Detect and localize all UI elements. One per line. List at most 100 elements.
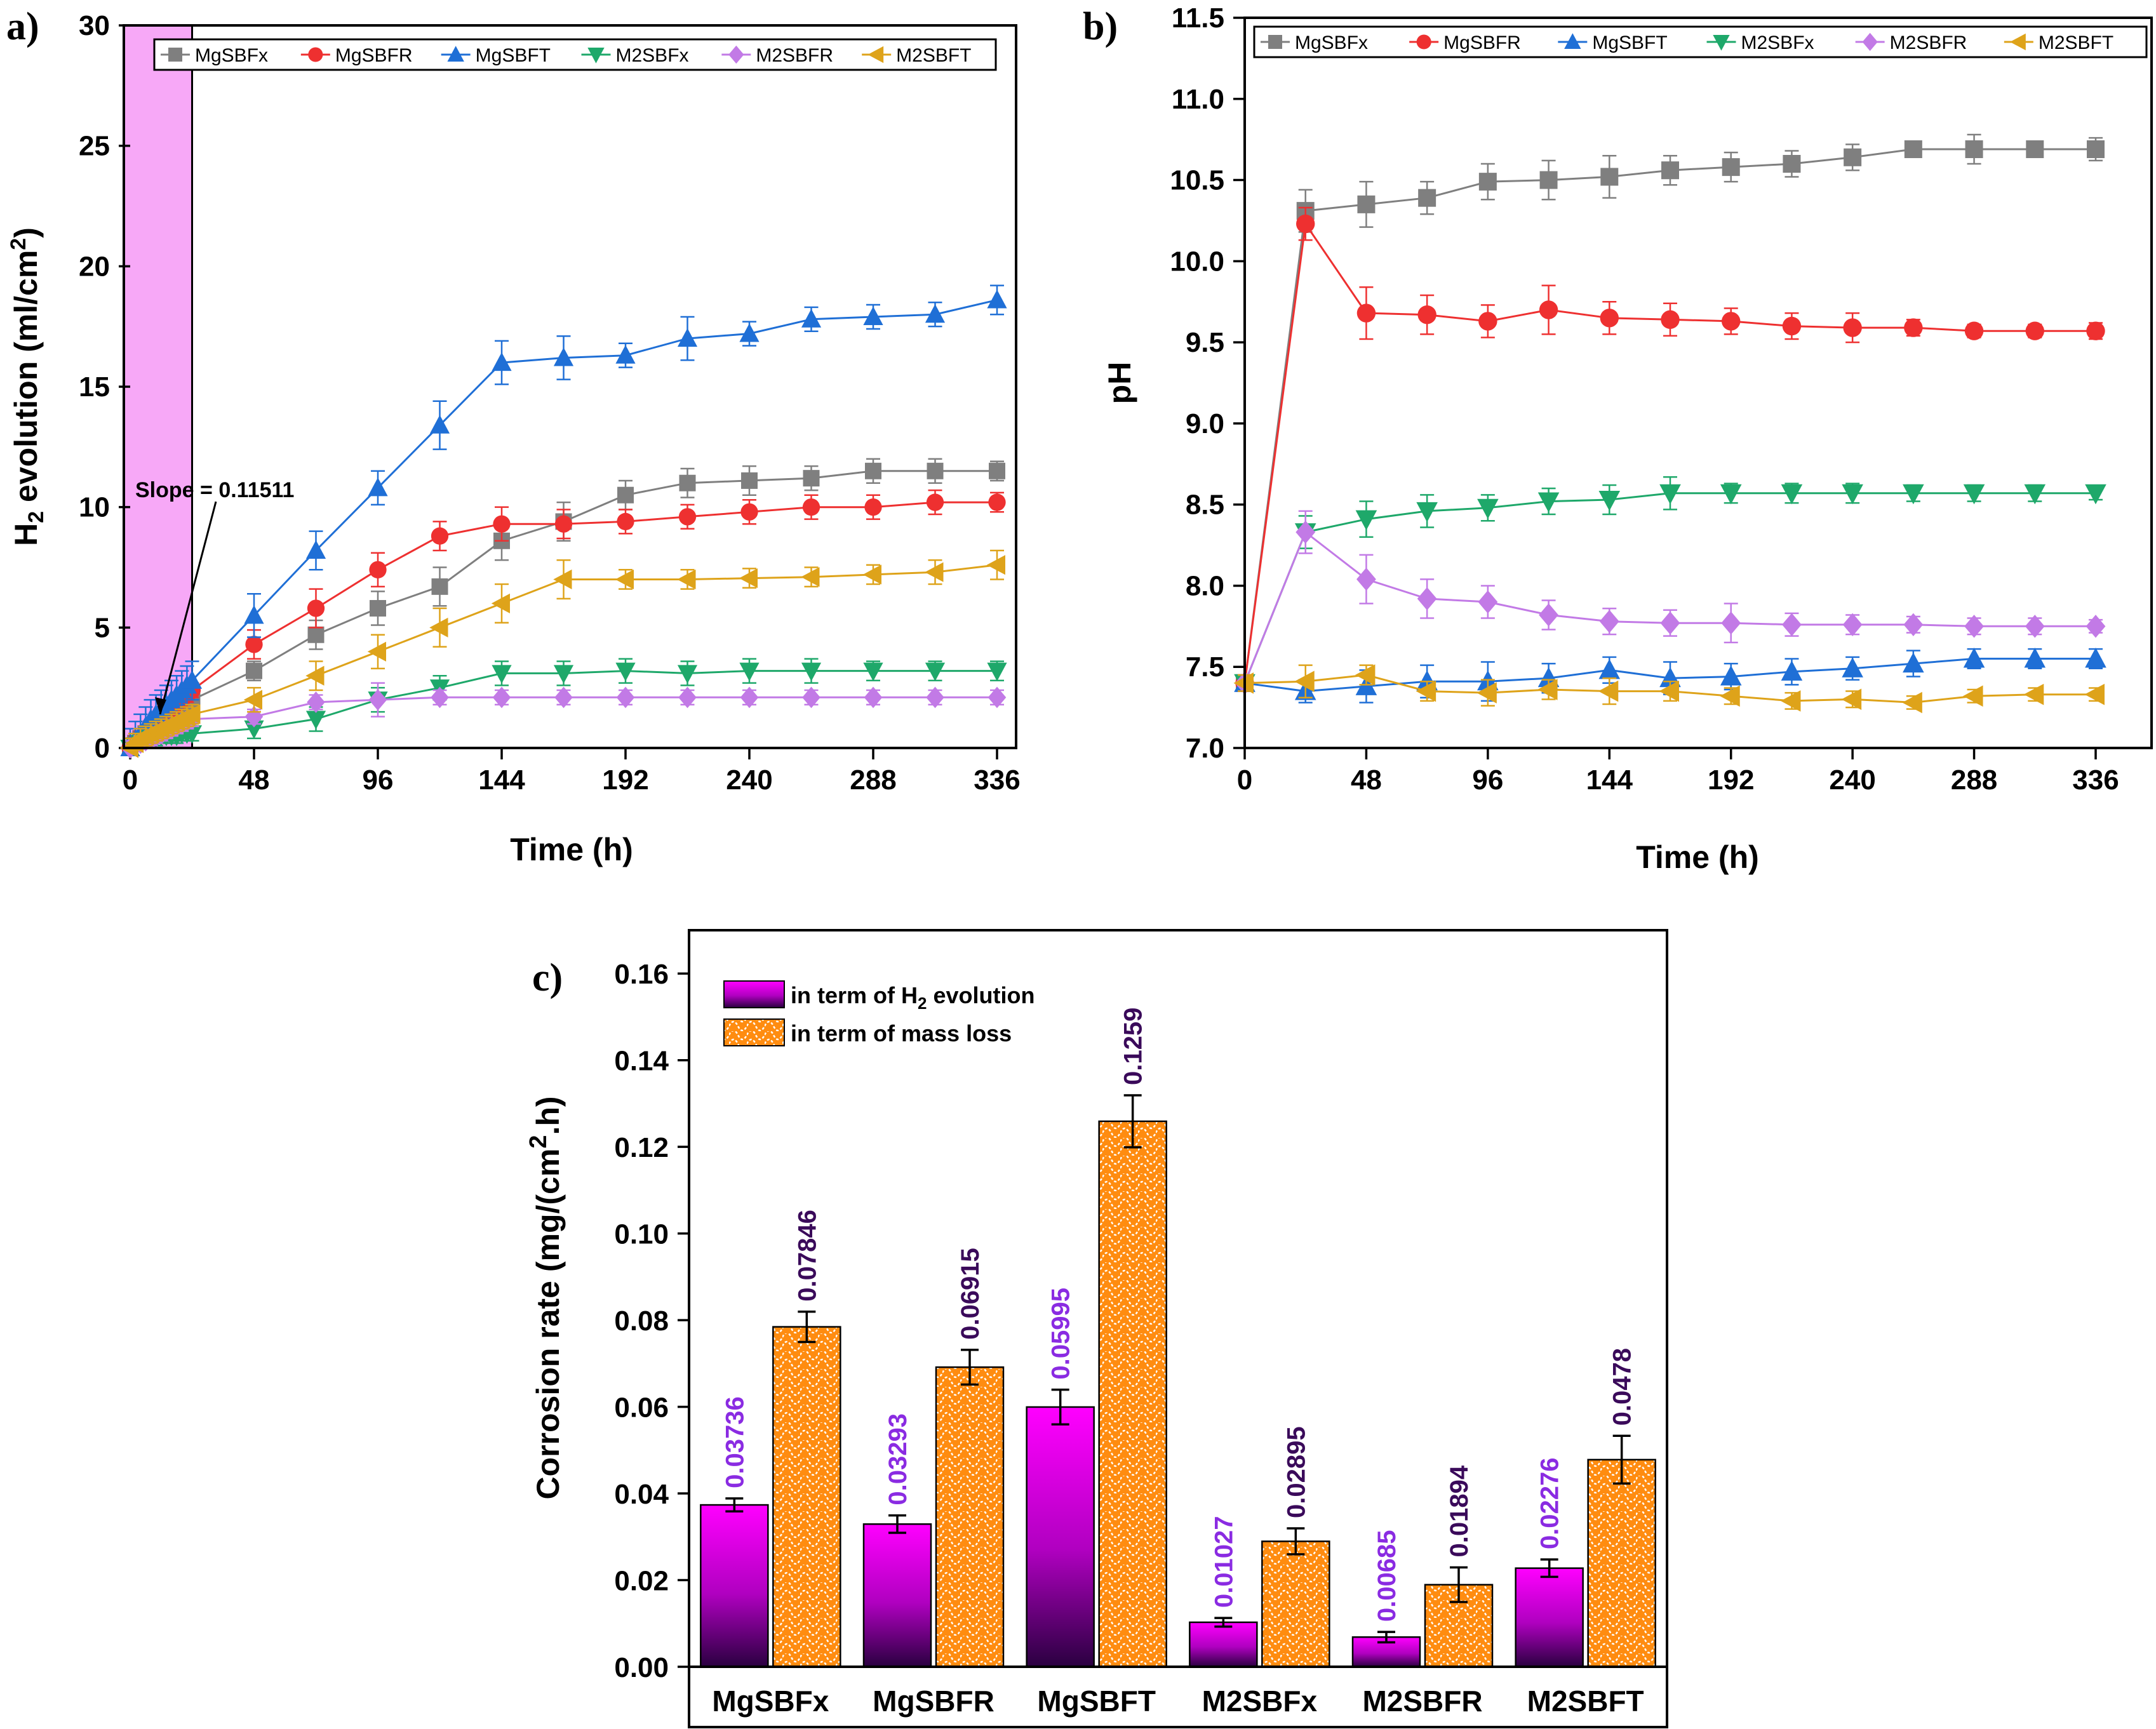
bar-value-label: 0.1259: [1120, 1008, 1148, 1085]
data-point-MgSBFR: [369, 561, 387, 578]
data-point-M2SBFT: [925, 562, 944, 582]
panel-a-ticks: 0 48 96 144 192 240 288 336 0 5 10 15 20 25 30: [79, 10, 1021, 796]
x-tick-label: 48: [1351, 764, 1382, 796]
data-point-M2SBFT: [305, 665, 325, 686]
data-point-M2SBFR: [740, 686, 759, 709]
bar-value-label: 0.05995: [1047, 1288, 1075, 1380]
data-point-M2SBFR: [616, 686, 635, 709]
data-point-M2SBFT: [1355, 664, 1376, 686]
data-point-MgSBFR: [1478, 312, 1497, 331]
panel-a-highlight-layer: [124, 25, 193, 748]
legend-marker-M2SBFx: [1713, 35, 1730, 51]
data-point-M2SBFx: [1903, 484, 1924, 505]
data-point-MgSBFR: [245, 636, 263, 653]
data-point-MgSBFx: [1418, 189, 1436, 207]
y-tick-label: 0.10: [614, 1219, 669, 1250]
bar-value-label: 0.00685: [1373, 1530, 1401, 1622]
data-point-MgSBFT: [244, 605, 264, 624]
data-point-M2SBFx: [987, 662, 1007, 681]
bar-value-label: 0.07846: [793, 1210, 821, 1302]
data-point-MgSBFR: [1964, 321, 1984, 340]
panel-c-corrosion-rate: 0.00 0.02 0.04 0.06 0.08 0.10 0.12 0.14 0.16 MgS…: [525, 929, 1668, 1728]
data-point-MgSBFT: [677, 328, 698, 347]
data-point-MgSBFR: [926, 493, 944, 511]
data-point-MgSBFR: [1722, 312, 1741, 331]
data-point-MgSBFx: [989, 462, 1005, 479]
data-point-M2SBFx: [2024, 484, 2046, 505]
y-tick-label: 0.12: [614, 1132, 669, 1163]
panel-a-legend: MgSBFx MgSBFR MgSBFT M2SBFx M2SBFR M2SBFT: [153, 38, 997, 71]
data-point-MgSBFT: [553, 347, 574, 366]
legend-marker-MgSBFR: [308, 47, 323, 62]
data-point-MgSBFT: [739, 323, 760, 342]
legend-swatch-mass-loss: [723, 1018, 785, 1046]
y-tick-label: 0.14: [614, 1046, 669, 1077]
y-tick-label: 30: [79, 10, 110, 41]
data-point-M2SBFx: [615, 662, 636, 681]
y-tick-label: 10: [79, 492, 110, 523]
panel-b-frame: [1243, 17, 2153, 749]
panel-a-h2-evolution: 0 48 96 144 192 240 288 336 0 5 10 15 20 25 30 a) Time…: [6, 5, 1021, 867]
data-point-MgSBFR: [864, 498, 882, 516]
data-point-MgSBFx: [865, 462, 881, 479]
data-point-MgSBFx: [1357, 195, 1376, 213]
y-tick-label: 25: [79, 131, 110, 162]
data-point-M2SBFR: [2025, 615, 2045, 638]
data-point-MgSBFx: [1965, 140, 1983, 158]
data-point-MgSBFT: [368, 477, 388, 497]
data-point-MgSBFR: [740, 503, 758, 521]
y-tick-label: 11.5: [1172, 3, 1224, 34]
x-tick-label: 0: [123, 764, 138, 796]
y-tick-label: 10.5: [1170, 165, 1224, 196]
legend-marker-MgSBFT: [447, 46, 464, 62]
panel-a-letter: a): [6, 5, 39, 48]
legend-marker-MgSBFR: [1416, 34, 1431, 50]
data-point-MgSBFx: [431, 578, 448, 595]
data-point-M2SBFR: [802, 686, 820, 709]
panel-a-annotation-arrow: [159, 501, 217, 715]
panel-a-ylabel-main: H: [8, 523, 44, 546]
data-point-MgSBFR: [1661, 310, 1680, 330]
data-point-M2SBFT: [1598, 680, 1619, 702]
legend-marker-M2SBFx: [587, 48, 605, 63]
legend-h2-prefix: in term of H: [791, 982, 918, 1008]
panel-b-legend: MgSBFx MgSBFR MgSBFT M2SBFx M2SBFR M2SBFT: [1253, 25, 2148, 58]
data-point-M2SBFT: [1416, 680, 1436, 702]
data-point-MgSBFx: [803, 470, 820, 487]
bar-value-label: 0.01894: [1445, 1465, 1473, 1557]
data-point-MgSBFR: [1843, 318, 1862, 337]
data-point-MgSBFR: [431, 527, 449, 545]
data-point-M2SBFR: [1660, 611, 1680, 635]
y-tick-label: 9.5: [1186, 327, 1224, 358]
data-point-MgSBFR: [2025, 321, 2044, 340]
x-tick-label: 0: [1237, 764, 1252, 796]
data-point-M2SBFR: [244, 705, 264, 728]
data-point-M2SBFT: [986, 555, 1005, 575]
bar-value-label: 0.02895: [1282, 1426, 1310, 1518]
data-point-M2SBFx: [677, 665, 698, 684]
data-point-M2SBFT: [553, 569, 572, 590]
category-label-MgSBFR: MgSBFR: [873, 1685, 994, 1718]
data-point-M2SBFT: [367, 641, 386, 662]
bar-h2-MgSBFT: [1026, 1406, 1095, 1668]
x-tick-label: 336: [974, 764, 1020, 796]
data-point-M2SBFT: [1963, 685, 1983, 707]
legend-label-MgSBFT: MgSBFT: [476, 45, 551, 66]
data-point-MgSBFx: [1600, 168, 1619, 186]
series-line-M2SBFx: [1243, 492, 2096, 684]
legend-marker-M2SBFT: [867, 46, 884, 63]
data-point-M2SBFx: [1963, 484, 1985, 505]
data-point-MgSBFx: [1904, 140, 1922, 158]
data-point-MgSBFT: [1842, 657, 1863, 678]
data-point-MgSBFT: [615, 345, 636, 364]
data-point-MgSBFx: [1783, 155, 1801, 173]
data-point-M2SBFR: [1539, 603, 1558, 627]
initial-period-highlight: [124, 25, 192, 748]
legend-label-M2SBFT: M2SBFT: [2039, 32, 2113, 53]
data-point-M2SBFT: [1537, 679, 1558, 700]
y-tick-label: 0.16: [614, 959, 669, 990]
bar-value-label: 0.01027: [1210, 1516, 1238, 1608]
panel-b-ticks: 0 48 96 144 192 240 288 336 7.0 7.5 8.0 8.5 9.0 9.5 10…: [1170, 3, 2119, 796]
data-point-M2SBFR: [988, 686, 1007, 709]
data-point-M2SBFx: [1355, 510, 1377, 531]
